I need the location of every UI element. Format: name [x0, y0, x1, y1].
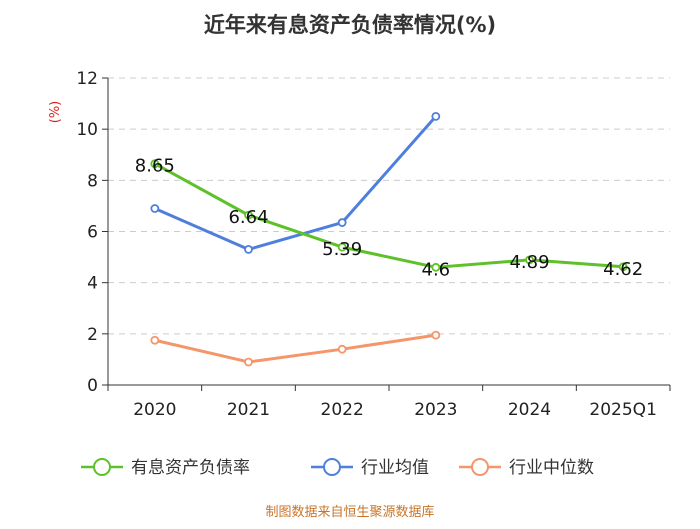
- series-2: [150, 330, 441, 367]
- data-point[interactable]: [337, 218, 347, 227]
- series-0: [150, 159, 628, 272]
- data-point[interactable]: [150, 204, 160, 213]
- x-tick-label: 2020: [133, 400, 176, 420]
- series-1: [150, 111, 441, 254]
- data-label: 4.89: [509, 252, 549, 273]
- data-point[interactable]: [337, 344, 347, 354]
- grid-lines: [108, 77, 670, 335]
- legend-marker-icon: [93, 458, 111, 476]
- legend-item-2[interactable]: 行业中位数: [459, 458, 594, 478]
- data-point[interactable]: [525, 255, 534, 265]
- legend-item-1[interactable]: 行业均值: [311, 458, 429, 478]
- series-lines: [150, 111, 628, 367]
- data-point[interactable]: [244, 245, 253, 254]
- legend: 有息资产负债率 行业均值 行业中位数: [81, 458, 594, 478]
- x-tick-label: 2024: [508, 400, 551, 420]
- series-line: [153, 114, 438, 251]
- data-point[interactable]: [150, 335, 160, 345]
- source-note: 制图数据来自恒生聚源数据库: [265, 504, 434, 520]
- data-point[interactable]: [150, 159, 160, 169]
- data-label: 4.62: [603, 259, 643, 280]
- data-point[interactable]: [337, 242, 347, 252]
- x-tick-label: 2023: [414, 400, 457, 420]
- y-tick-label: 2: [87, 325, 98, 345]
- y-tick-label: 4: [87, 274, 98, 294]
- y-tick-label: 12: [76, 69, 98, 89]
- y-tick-label: 8: [87, 171, 98, 191]
- legend-label: 行业中位数: [509, 458, 594, 478]
- data-point[interactable]: [618, 262, 628, 272]
- data-point[interactable]: [244, 210, 253, 220]
- legend-marker-icon: [471, 458, 489, 476]
- data-point[interactable]: [431, 262, 441, 272]
- series-line: [153, 162, 625, 269]
- data-label: 6.64: [228, 207, 268, 228]
- legend-label: 行业均值: [361, 458, 429, 478]
- y-tick-label: 0: [87, 376, 98, 396]
- data-label: 4.6: [422, 259, 451, 280]
- legend-item-0[interactable]: 有息资产负债率: [81, 458, 250, 478]
- series-line: [153, 333, 438, 364]
- y-tick-label: 10: [76, 120, 98, 140]
- data-point[interactable]: [431, 330, 441, 340]
- data-label: 5.39: [322, 239, 362, 260]
- y-tick-label: 6: [87, 223, 98, 243]
- legend-marker-icon: [323, 458, 341, 476]
- axes: 0 2 4 6 8 10 12 2020 2021 2022 2023 2024 2025Q1: [76, 69, 671, 420]
- chart-title: 近年来有息资产负债率情况(%): [204, 13, 496, 37]
- x-tick-label: 2021: [227, 400, 270, 420]
- data-labels: 8.65 6.64 5.39 4.6 4.89 4.62: [135, 156, 643, 281]
- x-tick-label: 2022: [321, 400, 364, 420]
- legend-label: 有息资产负债率: [131, 458, 250, 478]
- data-point[interactable]: [431, 111, 441, 121]
- y-axis-unit: (%): [48, 101, 63, 124]
- data-label: 8.65: [135, 156, 175, 177]
- data-point[interactable]: [244, 357, 253, 367]
- x-tick-label: 2025Q1: [589, 400, 656, 420]
